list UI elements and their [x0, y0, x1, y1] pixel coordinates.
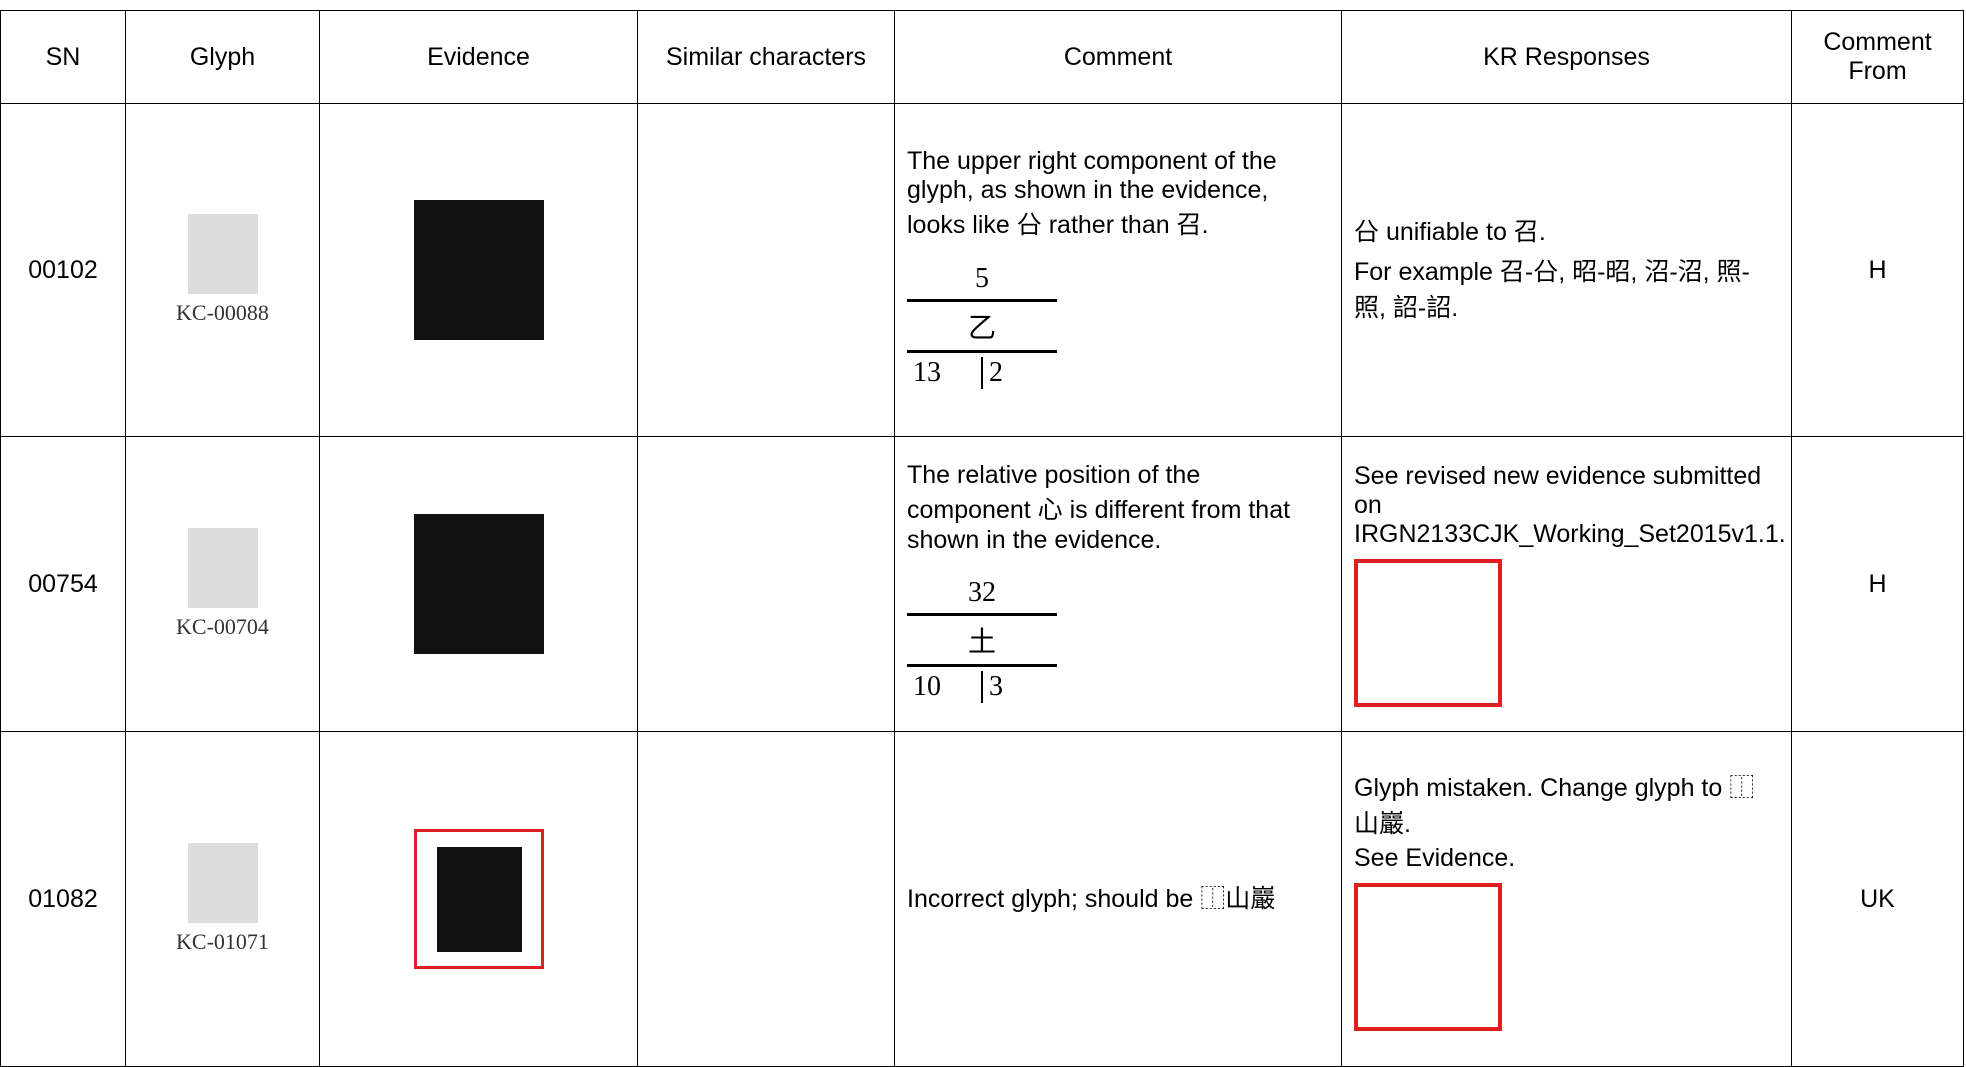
response-cell: 㕣 unifiable to 召. For example 召-㕣, 昭-昭, 沼…	[1341, 103, 1792, 437]
column-header: Evidence	[319, 10, 638, 104]
evidence-cell	[319, 436, 638, 732]
response-cell: See revised new evidence submitted on IR…	[1341, 436, 1792, 732]
response-text: See revised new evidence submitted on IR…	[1354, 461, 1786, 548]
column-header: Similar characters	[637, 10, 895, 104]
column-header: Comment	[894, 10, 1342, 104]
response-text: Glyph mistaken. Change glyph to ⿰山巖.	[1354, 773, 1755, 838]
glyph-image	[187, 528, 258, 608]
radical-index: 32 土 10 3	[907, 573, 1057, 707]
column-header: KR Responses	[1341, 10, 1792, 104]
comment-text: Incorrect glyph; should be ⿰山巖	[907, 885, 1276, 913]
table-body: 00102 KC-00088 The upper right component o…	[0, 103, 1964, 1067]
extra-strokes: 3	[981, 671, 1057, 703]
glyph-cell: KC-00088	[125, 103, 320, 437]
sn-cell: 00754	[0, 436, 126, 732]
sn-cell: 00102	[0, 103, 126, 437]
radical-number: 32	[907, 573, 1057, 616]
extra-strokes: 2	[981, 357, 1057, 389]
radical-number: 5	[907, 259, 1057, 302]
glyph-cell: KC-01071	[125, 731, 320, 1067]
glyph-cell: KC-00704	[125, 436, 320, 732]
evidence-cell	[319, 731, 638, 1067]
glyph-source: KC-01071	[176, 929, 269, 954]
comment-cell: The relative position of the component 心…	[894, 436, 1342, 732]
evidence-image	[413, 829, 544, 969]
table-row: 00754 KC-00704 The relative position of th…	[0, 436, 1964, 732]
radical-strokes: 13 2	[907, 353, 1057, 393]
response-image	[1354, 558, 1502, 707]
response-text: 㕣 unifiable to 召.	[1354, 218, 1546, 246]
table-row: 00102 KC-00088 The upper right component o…	[0, 103, 1964, 437]
glyph-image	[187, 214, 258, 294]
column-header: Glyph	[125, 10, 320, 104]
comment-cell: The upper right component of the glyph, …	[894, 103, 1342, 437]
comment-cell: Incorrect glyph; should be ⿰山巖	[894, 731, 1342, 1067]
similar-cell	[637, 103, 895, 437]
radical-char: 乙	[907, 302, 1057, 353]
evidence-image	[413, 514, 544, 654]
table-row: 01082 KC-01071 Incorrect glyph; should be …	[0, 731, 1964, 1067]
glyph-source: KC-00088	[176, 300, 269, 325]
column-header: SN	[0, 10, 126, 104]
response-text: See Evidence.	[1354, 843, 1516, 872]
response-cell: Glyph mistaken. Change glyph to ⿰山巖. See …	[1341, 731, 1792, 1067]
comment-text: The relative position of the component 心…	[907, 461, 1291, 554]
evidence-cell	[319, 103, 638, 437]
sn-cell: 01082	[0, 731, 126, 1067]
comment-text: The upper right component of the glyph, …	[907, 147, 1277, 239]
similar-cell	[637, 731, 895, 1067]
stroke-count: 13	[913, 357, 941, 388]
radical-index: 5 乙 13 2	[907, 259, 1057, 393]
from-cell: H	[1791, 103, 1964, 437]
similar-cell	[637, 436, 895, 732]
response-image	[1354, 882, 1502, 1031]
radical-char: 土	[907, 616, 1057, 667]
glyph-source: KC-00704	[176, 614, 269, 639]
comment-table: SN Glyph Evidence Similar characters Comment…	[0, 10, 1964, 1067]
radical-strokes: 10 3	[907, 667, 1057, 707]
header-row: SN Glyph Evidence Similar characters Comment…	[0, 10, 1964, 104]
evidence-image	[413, 200, 544, 340]
from-cell: UK	[1791, 731, 1964, 1067]
stroke-count: 10	[913, 671, 941, 702]
glyph-image	[187, 843, 258, 923]
from-cell: H	[1791, 436, 1964, 732]
response-text: For example 召-㕣, 昭-昭, 沼-沼, 照-照, 詔-詔.	[1354, 258, 1750, 322]
column-header: Comment From	[1791, 10, 1964, 104]
